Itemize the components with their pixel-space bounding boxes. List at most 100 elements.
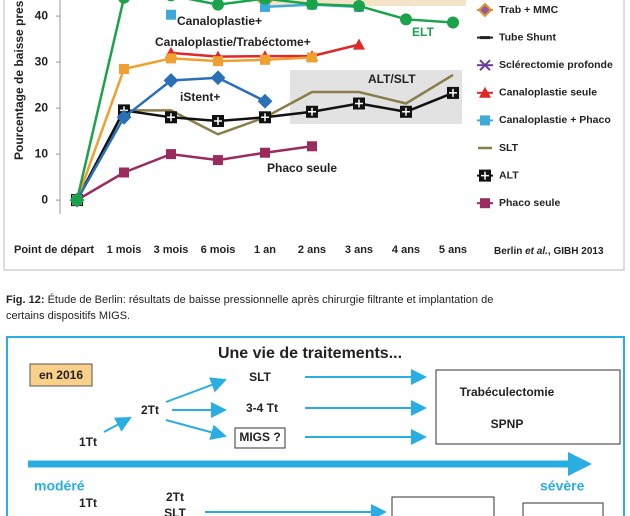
- x-tick-label: 2 ans: [298, 244, 326, 256]
- node: 1Tt: [79, 435, 97, 449]
- point: [260, 54, 270, 65]
- series-line: [76, 145, 313, 202]
- point: [118, 0, 130, 4]
- point: [213, 56, 223, 67]
- point-cross: [449, 88, 457, 97]
- source-part: et al.: [525, 246, 548, 257]
- point: [447, 16, 459, 29]
- point-cross: [355, 99, 363, 108]
- source: Berlin et al., GIBH 2013: [494, 246, 604, 257]
- point: [477, 2, 493, 18]
- caption-text: Étude de Berlin: résultats de baisse pre…: [45, 293, 494, 306]
- point: [71, 194, 83, 207]
- point-cross: [402, 107, 410, 116]
- x-tick-label: 3 ans: [345, 244, 373, 256]
- point: [259, 111, 271, 124]
- point: [307, 141, 317, 152]
- point: [212, 114, 224, 127]
- point: [210, 70, 226, 86]
- point: [400, 13, 412, 26]
- x-tick-label: 1 an: [254, 244, 276, 256]
- series-line: [75, 76, 266, 201]
- y-tick-label: 30: [35, 54, 49, 68]
- legend-label: Canaloplastie + Phaco: [499, 114, 611, 126]
- point: [479, 59, 491, 71]
- series-line: [75, 0, 454, 201]
- plot: [69, 0, 459, 208]
- arrows: [103, 369, 427, 516]
- legend-label: Trab + MMC: [499, 4, 559, 16]
- point-cross: [167, 113, 175, 122]
- series-label: Canaloplastie/Trabéctome+: [155, 35, 311, 49]
- node: SPNP: [491, 417, 524, 431]
- caption-label: Fig. 12:: [6, 294, 45, 306]
- point: [260, 1, 270, 12]
- x-tick-label: 4 ans: [392, 244, 420, 256]
- node: SLT: [164, 506, 186, 516]
- annotation: Phaco seule: [267, 161, 337, 175]
- point: [166, 149, 176, 160]
- source-part: Berlin: [494, 246, 525, 257]
- point-cross: [481, 171, 489, 180]
- x-tick-label: Point de départ: [14, 244, 94, 256]
- chart: 0 10 20 30 40 Pourcentage de baisse pres 1 moi…: [12, 0, 613, 256]
- point: [479, 169, 491, 182]
- node: 3-4 Tt: [246, 401, 278, 415]
- node: 1Tt: [79, 496, 97, 510]
- badge: [29, 363, 93, 387]
- legend-label: Phaco seule: [499, 197, 560, 209]
- point: [213, 155, 223, 166]
- point: [212, 0, 224, 11]
- legend-label: Canaloplastie seule: [499, 87, 597, 99]
- node: SLT: [249, 370, 271, 384]
- point: [353, 0, 365, 12]
- diagram-title: Une vie de traitements...: [218, 345, 402, 362]
- point-cross: [261, 113, 269, 122]
- point: [260, 147, 270, 158]
- source-part: , GIBH 2013: [548, 246, 604, 257]
- node-box: [522, 502, 604, 516]
- point: [353, 97, 365, 110]
- point: [166, 53, 176, 64]
- y-tick-label: 20: [35, 100, 49, 114]
- y-tick-label: 40: [35, 8, 49, 22]
- x-tick-label: 3 mois: [154, 244, 189, 256]
- point: [400, 105, 412, 118]
- point: [119, 167, 129, 178]
- x-tick-label: 5 ans: [439, 244, 467, 256]
- point: [447, 86, 459, 99]
- chart-frame: [3, 0, 625, 271]
- series-line: [75, 56, 313, 201]
- series-label: ELT: [412, 25, 434, 39]
- point: [165, 111, 177, 124]
- point: [259, 0, 271, 5]
- series-label: iStent+: [180, 90, 220, 104]
- node-box: [234, 427, 286, 449]
- annotation: Canaloplastie+: [177, 14, 262, 28]
- point: [306, 105, 318, 118]
- point-cross: [308, 107, 316, 116]
- scale-label: modéré: [34, 478, 85, 494]
- point: [307, 52, 317, 63]
- y-tick-label: 10: [35, 146, 49, 160]
- scale-label: sévère: [540, 478, 585, 494]
- annotation: ALT/SLT: [368, 72, 416, 86]
- diagram-frame: [6, 336, 625, 516]
- y-axis-label: Pourcentage de baisse pres: [12, 0, 26, 160]
- point: [163, 73, 179, 88]
- point: [166, 9, 176, 20]
- legend-label: ALT: [499, 169, 519, 181]
- point: [353, 38, 365, 50]
- point-cross: [214, 116, 222, 125]
- node-box: [391, 496, 495, 516]
- legend-label: SLT: [499, 142, 519, 154]
- legend-label: Tube Shunt: [499, 31, 556, 43]
- point: [119, 64, 129, 74]
- caption: Fig. 12: Étude de Berlin: résultats de b…: [6, 293, 493, 306]
- scale-arrow-head: [568, 452, 592, 476]
- point: [480, 198, 490, 209]
- point: [480, 115, 490, 126]
- node: 2Tt: [141, 403, 159, 417]
